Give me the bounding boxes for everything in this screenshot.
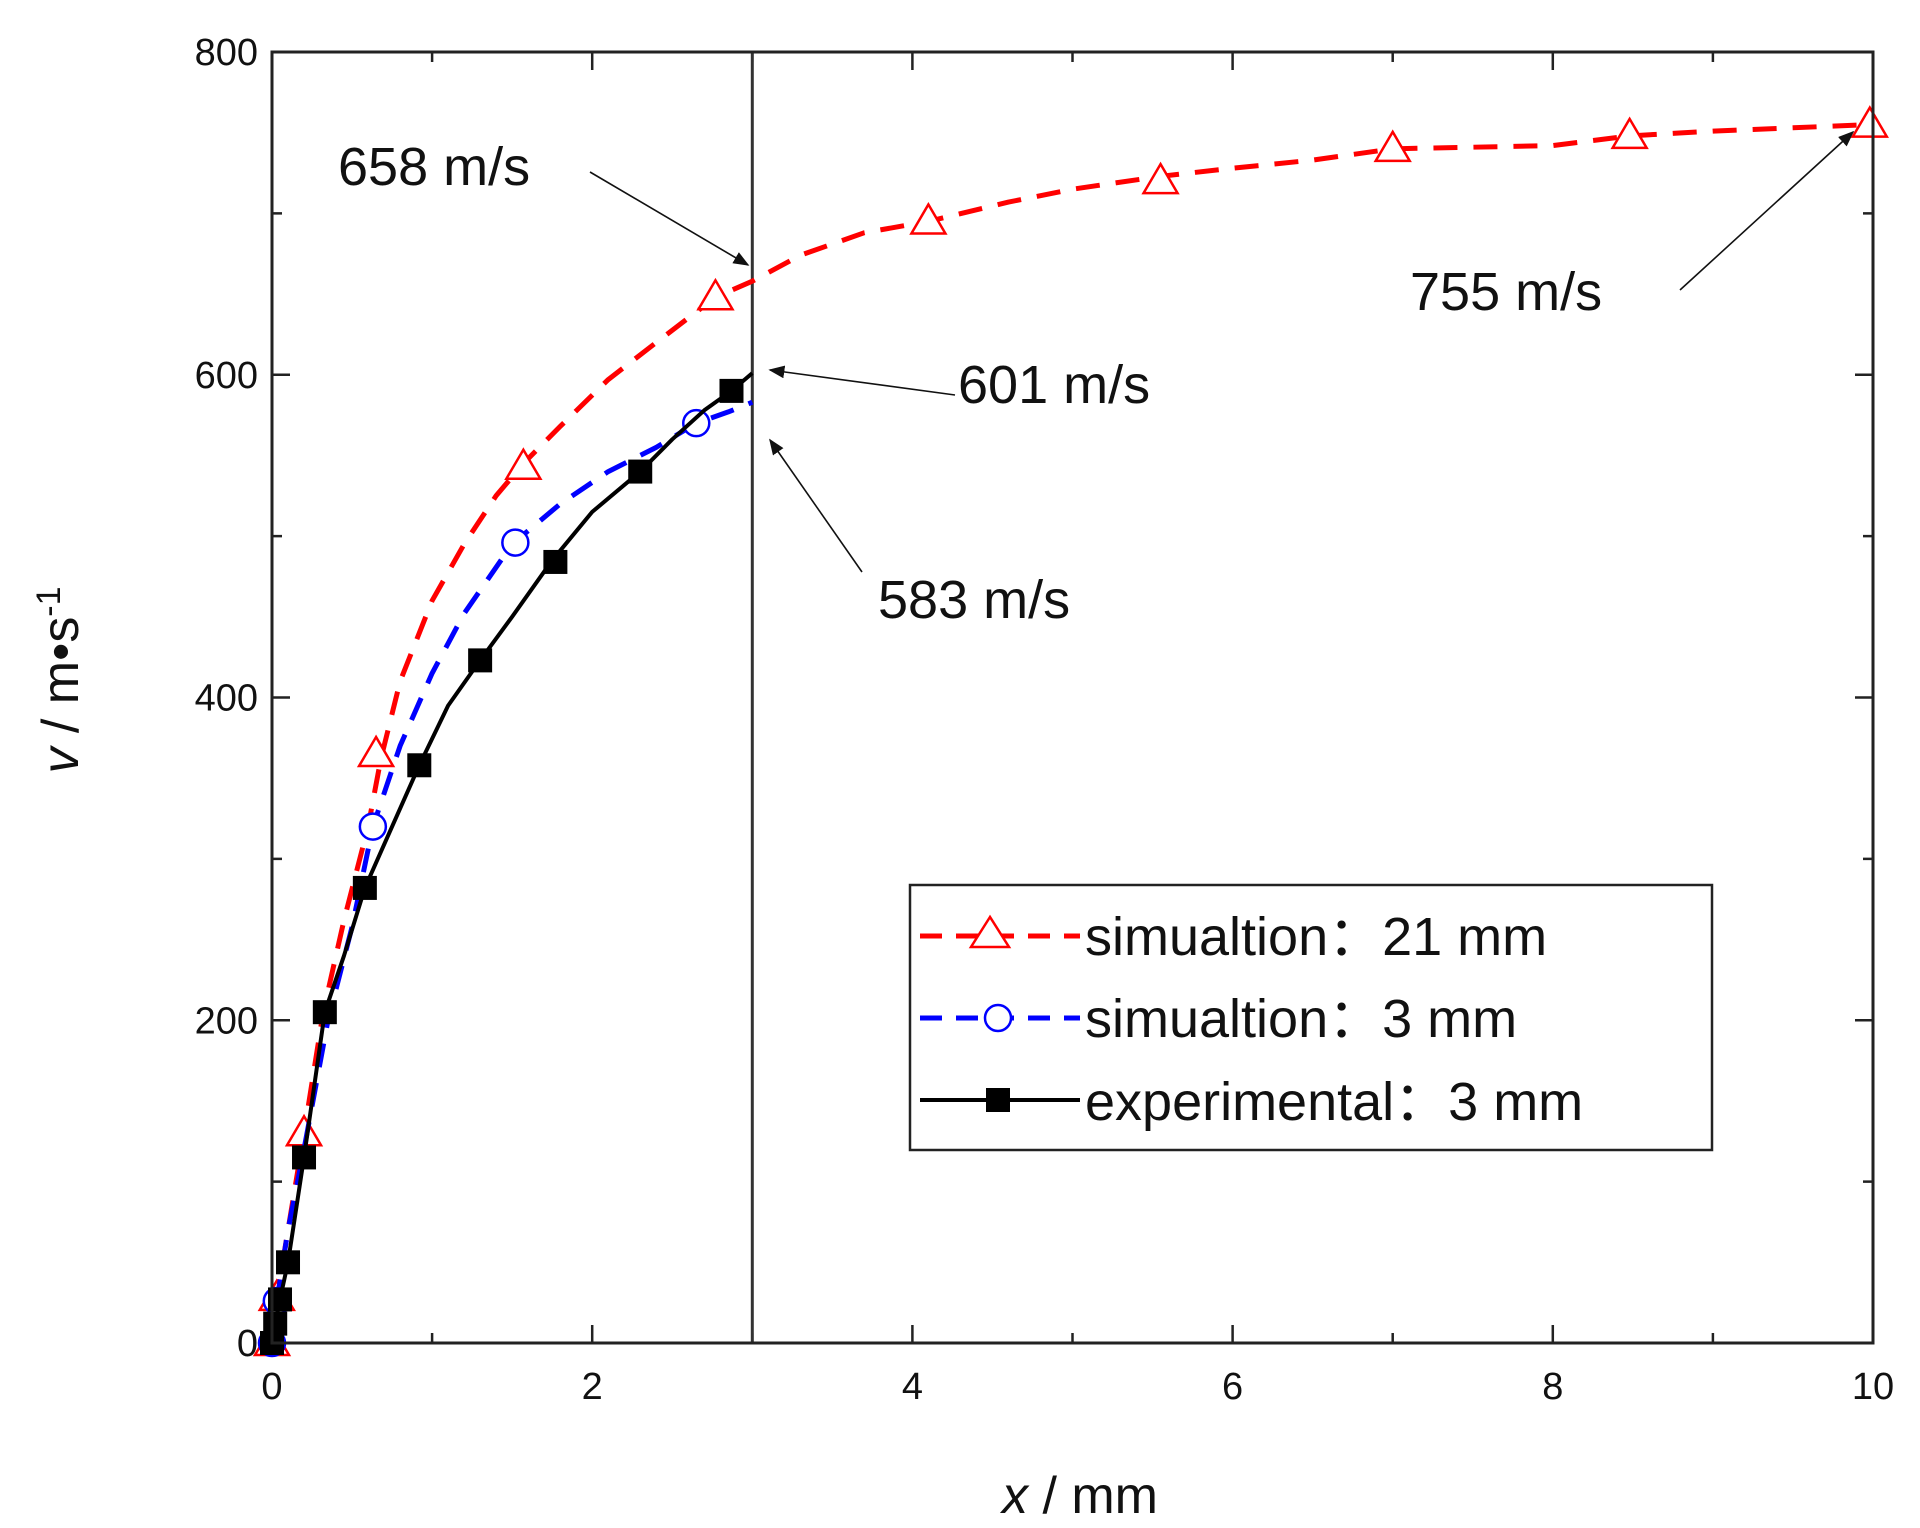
annotation-755-arrow	[1679, 130, 1855, 291]
point-exp3	[543, 549, 568, 574]
point-exp3	[468, 648, 493, 673]
legend-label-exp3: experimental：3 mm	[1085, 1072, 1583, 1132]
y-axis-title-var: v	[32, 745, 90, 774]
plot-frame	[270, 50, 1875, 1345]
point-exp3	[312, 1000, 337, 1025]
point-sim21	[356, 734, 396, 768]
annotation-583: 583 m/s	[878, 570, 1070, 630]
annotation-755: 755 m/s	[1410, 262, 1602, 322]
y-tick-label: 400	[195, 678, 258, 720]
x-tick-label: 4	[902, 1366, 923, 1408]
point-sim21	[1850, 105, 1889, 138]
point-sim21	[1373, 129, 1412, 163]
y-tick-label: 0	[237, 1323, 258, 1365]
y-tick-label: 800	[195, 32, 258, 74]
point-sim21	[696, 277, 735, 311]
x-axis-title: x / mm	[999, 1467, 1158, 1525]
series-line-sim3	[269, 399, 754, 1344]
tick-labels: 0 2 4 6 8 10 0 200 400 600 800	[195, 32, 1895, 1408]
x-axis-title-var: x	[999, 1467, 1030, 1525]
legend-label-sim21: simualtion：21 mm	[1085, 907, 1547, 967]
point-sim21	[504, 447, 543, 480]
point-exp3	[628, 459, 653, 484]
annotation-601-arrow	[768, 365, 956, 396]
point-sim21	[1610, 116, 1649, 150]
legend-marker-sim3	[983, 1003, 1013, 1033]
point-exp3	[407, 753, 432, 778]
legend-marker-exp3	[986, 1088, 1010, 1112]
series-exp3	[260, 371, 754, 1355]
series-sim3	[257, 399, 754, 1358]
annotation-601: 601 m/s	[958, 355, 1150, 415]
legend-item-sim21: simualtion：21 mm	[920, 907, 1547, 967]
point-sim3	[358, 812, 388, 841]
annotation-583-arrow	[769, 438, 863, 573]
legend-item-exp3: experimental：3 mm	[920, 1072, 1583, 1132]
annotation-658-arrow	[589, 171, 750, 266]
point-sim21	[1141, 161, 1180, 195]
legend-label-sim3: simualtion：3 mm	[1085, 989, 1517, 1049]
legend-marker-sim21	[968, 914, 1012, 949]
series-line-sim21	[269, 122, 1870, 1344]
y-axis-title-unit: / m•s	[32, 617, 90, 748]
series-line-exp3	[270, 371, 754, 1344]
series-sim21	[252, 105, 1889, 1357]
series-layer	[252, 105, 1889, 1358]
point-exp3	[719, 378, 744, 403]
point-exp3	[292, 1145, 317, 1170]
point-sim21	[909, 201, 948, 235]
x-tick-label: 6	[1222, 1366, 1243, 1408]
x-axis-title-unit: / mm	[1028, 1467, 1158, 1525]
x-tick-label: 8	[1542, 1366, 1563, 1408]
x-tick-label: 2	[582, 1366, 603, 1408]
y-tick-label: 600	[195, 355, 258, 397]
y-tick-label: 200	[195, 1000, 258, 1042]
point-exp3	[352, 875, 377, 900]
legend: simualtion：21 mm simualtion：3 mm experim…	[908, 883, 1714, 1152]
point-exp3	[276, 1250, 301, 1275]
point-exp3	[263, 1311, 288, 1336]
y-axis-title-exponent: -1	[30, 586, 68, 616]
annotations: 658 m/s 755 m/s 601 m/s 583 m/s	[338, 130, 1855, 630]
x-tick-label: 0	[261, 1366, 282, 1408]
x-tick-label: 10	[1852, 1366, 1894, 1408]
point-sim3	[501, 528, 530, 557]
y-axis-title: v / m•s-1	[30, 586, 90, 773]
annotation-658: 658 m/s	[338, 137, 530, 197]
point-sim3	[682, 408, 711, 438]
legend-item-sim3: simualtion：3 mm	[920, 989, 1517, 1049]
